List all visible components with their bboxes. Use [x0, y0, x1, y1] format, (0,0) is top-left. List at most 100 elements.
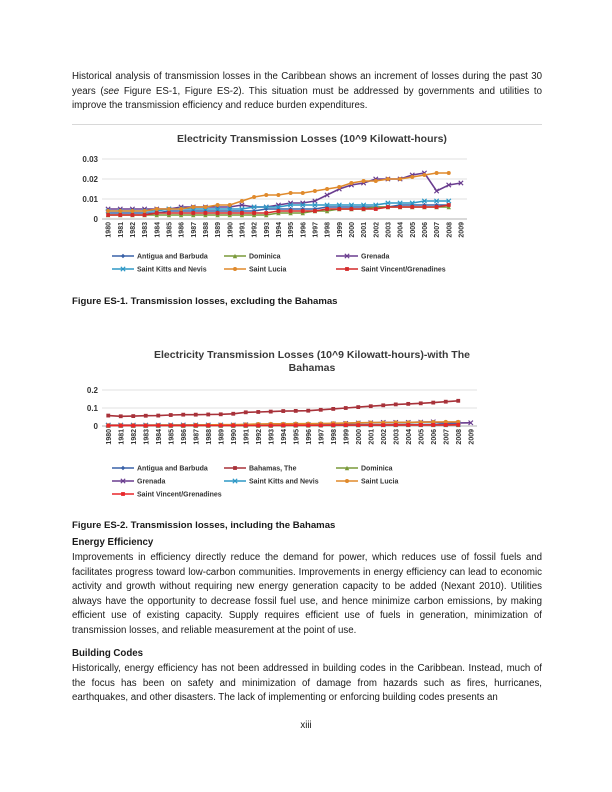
y-tick-label: 0 — [94, 422, 99, 431]
data-point — [456, 398, 461, 403]
x-tick-label: 2003 — [393, 429, 400, 445]
x-tick-label: 1980 — [106, 429, 113, 445]
x-tick-label: 2009 — [468, 429, 475, 445]
x-tick-label: 1986 — [181, 429, 188, 445]
data-point — [166, 212, 172, 218]
legend-marker — [232, 478, 238, 484]
x-tick-label: 1988 — [206, 429, 213, 445]
legend-marker — [120, 478, 126, 484]
data-point — [434, 171, 439, 175]
x-tick-label: 1990 — [231, 429, 238, 445]
x-tick-label: 1982 — [130, 222, 137, 238]
data-point — [240, 211, 244, 215]
data-point — [288, 191, 293, 195]
data-point — [386, 205, 390, 209]
data-point — [264, 193, 269, 197]
series-bahamas-the — [106, 398, 461, 419]
data-point — [156, 423, 161, 428]
data-point — [325, 187, 330, 191]
data-point — [227, 208, 232, 214]
data-point — [193, 412, 198, 417]
data-point — [239, 212, 245, 218]
data-point — [433, 188, 440, 194]
data-point — [300, 209, 305, 213]
legend-entry-saint-vincent-grenadines: Saint Vincent/Grenadines — [336, 267, 446, 274]
legend-label: Antigua and Barbuda — [137, 254, 208, 261]
x-tick-label: 2006 — [431, 429, 438, 445]
data-point — [300, 206, 305, 212]
data-point — [256, 410, 261, 414]
data-point — [398, 205, 402, 209]
legend-label: Dominica — [249, 254, 281, 261]
data-point — [337, 207, 342, 211]
x-tick-label: 1999 — [337, 222, 344, 238]
data-point — [418, 423, 423, 427]
legend-label: Saint Vincent/Grenadines — [361, 267, 446, 274]
legend-label: Antigua and Barbuda — [137, 466, 208, 473]
x-tick-label: 1993 — [264, 222, 271, 238]
legend-marker — [233, 466, 237, 470]
data-point — [409, 200, 415, 206]
data-point — [276, 209, 281, 213]
data-point — [393, 402, 398, 407]
legend-entry-saint-kitts-and-nevis: Saint Kitts and Nevis — [112, 266, 207, 274]
data-point — [443, 423, 448, 427]
x-tick-label: 1984 — [156, 429, 163, 445]
x-tick-label: 2001 — [368, 429, 375, 445]
data-point — [275, 204, 282, 210]
data-point — [446, 182, 452, 188]
series-saint-vincent-grenadines — [106, 422, 461, 428]
x-tick-label: 1991 — [243, 429, 250, 445]
chart-title-line: Electricity Transmission Losses (10^9 Ki… — [177, 133, 447, 145]
data-point — [154, 212, 159, 218]
data-point — [434, 205, 439, 209]
series-line — [108, 400, 459, 418]
x-tick-label: 1992 — [252, 222, 259, 238]
data-point — [231, 411, 236, 416]
y-tick-label: 0.02 — [82, 175, 98, 184]
data-point — [360, 202, 367, 208]
data-point — [443, 399, 448, 404]
data-point — [385, 200, 391, 206]
x-tick-label: 1987 — [191, 222, 198, 238]
legend-marker — [120, 465, 126, 471]
data-point — [203, 211, 208, 215]
data-point — [179, 211, 183, 215]
legend-entry-grenada: Grenada — [112, 478, 166, 486]
data-point — [361, 207, 366, 211]
y-tick-label: 0.1 — [87, 404, 99, 413]
data-point — [368, 423, 373, 427]
x-tick-label: 2008 — [446, 222, 453, 238]
data-point — [264, 212, 269, 218]
data-point — [154, 211, 159, 215]
x-tick-label: 2009 — [458, 222, 465, 238]
data-point — [193, 423, 198, 428]
legend-label: Dominica — [361, 466, 393, 473]
building-codes-paragraph: Historically, energy efficiency has not … — [72, 663, 542, 704]
x-tick-label: 1996 — [306, 429, 313, 445]
y-tick-label: 0.03 — [82, 155, 98, 164]
data-point — [337, 185, 342, 189]
legend-marker — [233, 267, 237, 271]
data-point — [431, 423, 436, 427]
data-point — [154, 207, 159, 211]
data-point — [422, 205, 427, 209]
legend-label: Grenada — [361, 254, 390, 261]
x-tick-label: 1986 — [179, 222, 186, 238]
data-point — [227, 206, 233, 212]
x-tick-label: 1989 — [215, 222, 222, 238]
data-point — [406, 423, 411, 427]
data-point — [215, 211, 220, 215]
building-codes-heading: Building Codes — [72, 648, 144, 659]
data-point — [331, 423, 336, 427]
data-point — [381, 403, 386, 408]
data-point — [167, 211, 171, 215]
data-point — [393, 423, 398, 427]
data-point — [227, 211, 232, 215]
data-point — [288, 209, 293, 213]
data-point — [215, 212, 220, 218]
data-point — [373, 207, 378, 211]
x-tick-label: 2001 — [361, 222, 368, 238]
data-point — [179, 207, 184, 211]
data-point — [293, 408, 298, 413]
